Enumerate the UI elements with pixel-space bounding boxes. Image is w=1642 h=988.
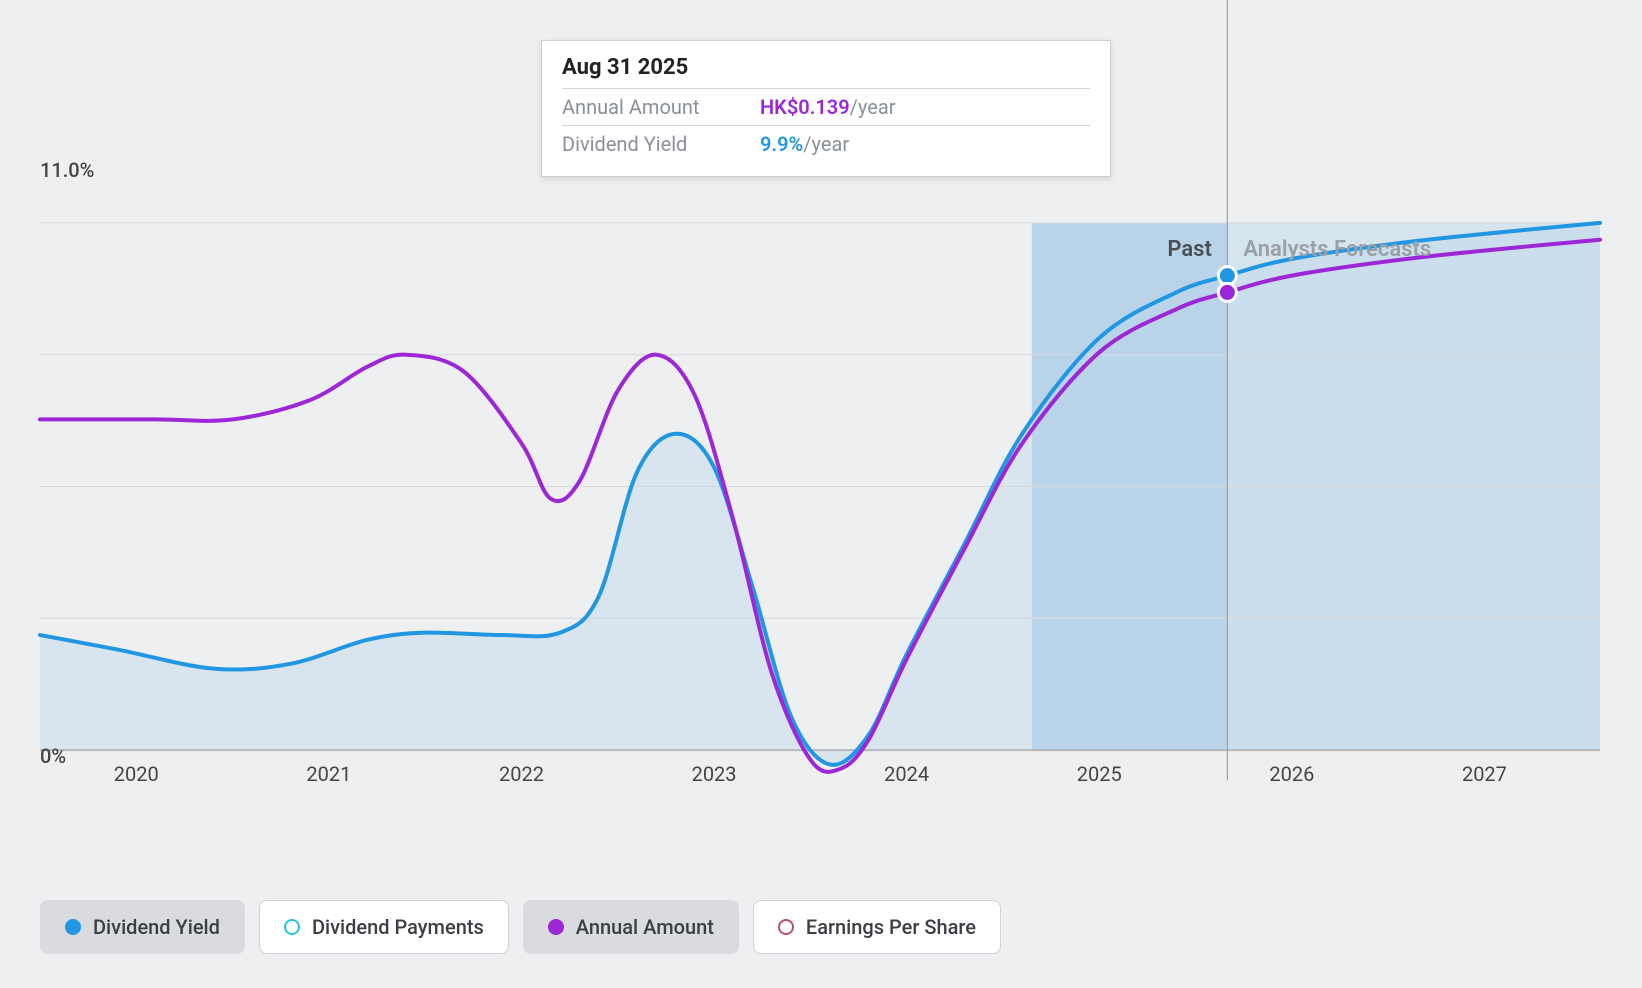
past-region-label: Past xyxy=(1167,237,1212,262)
legend-item-eps[interactable]: Earnings Per Share xyxy=(753,900,1001,954)
x-tick-label: 2026 xyxy=(1262,762,1322,786)
hover-tooltip: Aug 31 2025 Annual Amount HK$0.139/year Di… xyxy=(541,40,1111,177)
x-tick-label: 2027 xyxy=(1454,762,1514,786)
y-tick-max: 11.0% xyxy=(40,158,94,182)
x-tick-label: 2023 xyxy=(684,762,744,786)
tooltip-row-key: Dividend Yield xyxy=(562,132,732,156)
legend-item-dividend_payments[interactable]: Dividend Payments xyxy=(259,900,509,954)
legend-item-dividend_yield[interactable]: Dividend Yield xyxy=(40,900,245,954)
legend-label: Earnings Per Share xyxy=(806,915,976,939)
chart-container: { "chart": { "type": "line", "background… xyxy=(0,0,1642,988)
legend-label: Dividend Payments xyxy=(312,915,484,939)
x-tick-label: 2024 xyxy=(877,762,937,786)
legend-label: Dividend Yield xyxy=(93,915,220,939)
series-marker-annual_amount xyxy=(1218,283,1236,301)
y-tick-min: 0% xyxy=(40,744,66,768)
x-tick-label: 2022 xyxy=(491,762,551,786)
x-tick-label: 2025 xyxy=(1069,762,1129,786)
legend: Dividend Yield Dividend Payments Annual Am… xyxy=(40,900,1001,954)
x-tick-label: 2021 xyxy=(299,762,359,786)
tooltip-row: Dividend Yield 9.9%/year xyxy=(562,125,1090,162)
legend-item-annual_amount[interactable]: Annual Amount xyxy=(523,900,739,954)
tooltip-title: Aug 31 2025 xyxy=(562,55,1090,88)
legend-label: Annual Amount xyxy=(576,915,714,939)
x-tick-label: 2020 xyxy=(106,762,166,786)
legend-swatch xyxy=(548,919,564,935)
legend-swatch xyxy=(778,919,794,935)
forecast-region-label: Analysts Forecasts xyxy=(1243,237,1431,262)
legend-swatch xyxy=(65,919,81,935)
tooltip-row-key: Annual Amount xyxy=(562,95,732,119)
legend-swatch xyxy=(284,919,300,935)
dividend-yield-area xyxy=(40,223,1600,765)
tooltip-row-value: HK$0.139/year xyxy=(760,95,896,119)
tooltip-row: Annual Amount HK$0.139/year xyxy=(562,88,1090,125)
tooltip-row-value: 9.9%/year xyxy=(760,132,849,156)
